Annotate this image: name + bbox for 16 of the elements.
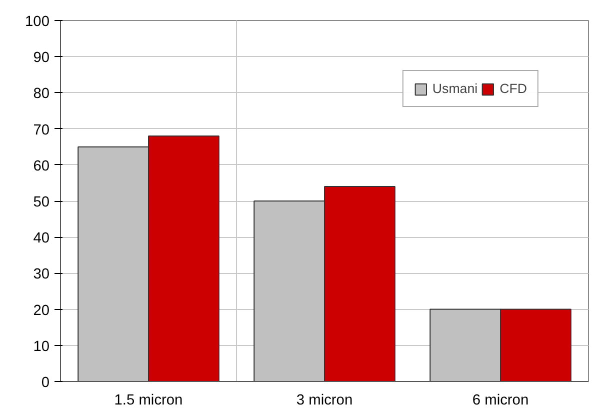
legend-label: CFD [500,81,527,96]
y-tick-label: 30 [33,266,50,283]
y-tick-label: 80 [33,86,50,102]
y-tick-label: 40 [33,230,50,247]
y-tick-label: 10 [33,338,50,355]
y-tick-label: 70 [33,122,50,138]
y-tick-label: 0 [41,375,50,391]
y-tick-label: 20 [33,302,50,319]
y-tick-label: 90 [33,50,50,66]
x-tick-label: 3 micron [296,392,353,408]
y-tick-label: 50 [33,194,50,210]
x-tick-label: 1.5 micron [114,392,183,408]
y-tick-label: 100 [25,14,50,30]
y-tick-label: 60 [33,158,50,174]
legend-label: Usmani [432,81,478,96]
x-tick-label: 6 micron [472,392,529,408]
